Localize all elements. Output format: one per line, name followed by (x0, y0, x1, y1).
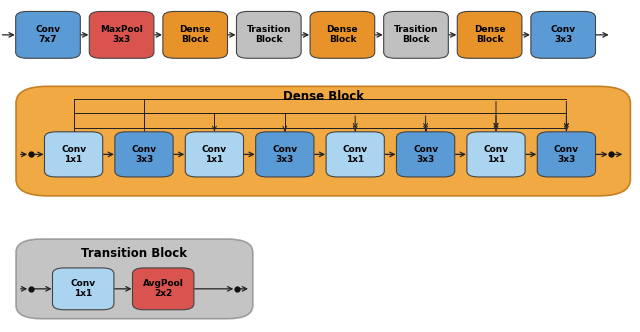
FancyBboxPatch shape (237, 11, 301, 58)
FancyBboxPatch shape (90, 11, 154, 58)
FancyBboxPatch shape (115, 132, 173, 177)
Text: Conv
3x3: Conv 3x3 (554, 145, 579, 164)
Text: Conv
7x7: Conv 7x7 (35, 25, 61, 44)
FancyBboxPatch shape (326, 132, 385, 177)
FancyBboxPatch shape (467, 132, 525, 177)
Text: Dense Block: Dense Block (283, 90, 364, 103)
Text: Conv
1x1: Conv 1x1 (61, 145, 86, 164)
Text: Dense
Block: Dense Block (326, 25, 358, 44)
FancyBboxPatch shape (384, 11, 448, 58)
FancyBboxPatch shape (256, 132, 314, 177)
Text: AvgPool
2x2: AvgPool 2x2 (143, 279, 184, 298)
Text: Conv
1x1: Conv 1x1 (483, 145, 509, 164)
FancyBboxPatch shape (132, 268, 194, 310)
FancyBboxPatch shape (538, 132, 595, 177)
FancyBboxPatch shape (458, 11, 522, 58)
Text: Conv
3x3: Conv 3x3 (550, 25, 576, 44)
FancyBboxPatch shape (52, 268, 114, 310)
Text: Conv
1x1: Conv 1x1 (342, 145, 368, 164)
FancyBboxPatch shape (163, 11, 228, 58)
FancyBboxPatch shape (15, 11, 81, 58)
Text: Conv
3x3: Conv 3x3 (413, 145, 438, 164)
FancyBboxPatch shape (186, 132, 244, 177)
FancyBboxPatch shape (16, 86, 630, 196)
FancyBboxPatch shape (45, 132, 103, 177)
Text: Dense
Block: Dense Block (179, 25, 211, 44)
FancyBboxPatch shape (397, 132, 455, 177)
Text: Conv
3x3: Conv 3x3 (131, 145, 157, 164)
FancyBboxPatch shape (310, 11, 375, 58)
FancyBboxPatch shape (16, 239, 253, 319)
FancyBboxPatch shape (531, 11, 595, 58)
Text: Conv
1x1: Conv 1x1 (70, 279, 96, 298)
Text: Dense
Block: Dense Block (474, 25, 506, 44)
Text: MaxPool
3x3: MaxPool 3x3 (100, 25, 143, 44)
Text: Transition Block: Transition Block (81, 247, 188, 261)
Text: Trasition
Block: Trasition Block (246, 25, 291, 44)
Text: Trasition
Block: Trasition Block (394, 25, 438, 44)
Text: Conv
3x3: Conv 3x3 (272, 145, 298, 164)
Text: Conv
1x1: Conv 1x1 (202, 145, 227, 164)
